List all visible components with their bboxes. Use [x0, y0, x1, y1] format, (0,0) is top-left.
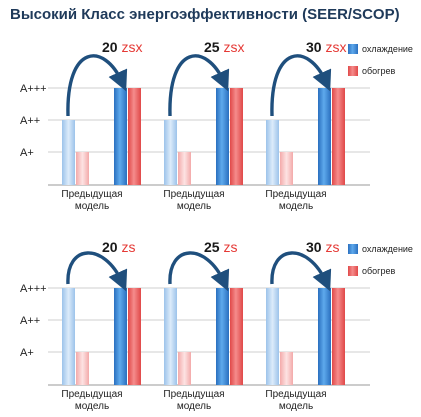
- bar-previous-cooling: [164, 120, 177, 185]
- previous-model-label: модель: [75, 401, 109, 412]
- legend-heating-swatch: [348, 266, 358, 276]
- series-number: 20: [102, 39, 121, 55]
- bar-previous-cooling: [266, 288, 279, 385]
- bar-new-heating: [128, 288, 141, 385]
- series-title: 20 zsx: [102, 39, 142, 55]
- previous-model-label: модель: [279, 201, 313, 212]
- level-label: A++: [20, 115, 40, 127]
- bar-new-heating: [128, 88, 141, 185]
- bar-new-heating: [332, 88, 345, 185]
- bar-previous-heating: [178, 152, 191, 185]
- previous-model-label: Предыдущая: [163, 189, 224, 200]
- bar-new-cooling: [318, 88, 331, 185]
- upgrade-arrow: [270, 251, 332, 292]
- previous-model-label: Предыдущая: [61, 189, 122, 200]
- bar-new-cooling: [114, 288, 127, 385]
- bar-previous-cooling: [62, 288, 75, 385]
- bar-previous-heating: [178, 352, 191, 385]
- series-suffix: zs: [223, 239, 237, 255]
- upgrade-arrow: [66, 54, 128, 117]
- bar-new-cooling: [216, 288, 229, 385]
- bar-previous-cooling: [62, 120, 75, 185]
- series-suffix: zsx: [223, 39, 244, 55]
- series-title: 25 zsx: [204, 39, 244, 55]
- series-number: 30: [306, 239, 325, 255]
- series-number: 25: [204, 239, 223, 255]
- previous-model-label: Предыдущая: [61, 389, 122, 400]
- previous-model-label: модель: [279, 401, 313, 412]
- bar-previous-cooling: [266, 120, 279, 185]
- level-label: A+: [20, 347, 34, 359]
- bar-previous-heating: [280, 352, 293, 385]
- bar-previous-cooling: [164, 288, 177, 385]
- series-number: 30: [306, 39, 325, 55]
- series-number: 20: [102, 239, 121, 255]
- bar-new-heating: [332, 288, 345, 385]
- bar-new-heating: [230, 288, 243, 385]
- level-label: A++: [20, 315, 40, 327]
- bar-new-cooling: [216, 88, 229, 185]
- upgrade-arrow: [270, 54, 332, 117]
- series-suffix: zs: [325, 239, 339, 255]
- page-title: Высокий Класс энергоэффективности (SEER/…: [10, 6, 400, 23]
- legend-heating-label: обогрев: [362, 66, 395, 76]
- bar-previous-heating: [76, 352, 89, 385]
- upgrade-arrow: [168, 54, 230, 117]
- legend-heating-label: обогрев: [362, 266, 395, 276]
- bar-previous-heating: [280, 152, 293, 185]
- series-number: 25: [204, 39, 223, 55]
- series-title: 20 zs: [102, 239, 135, 255]
- legend-cooling-label: охлаждение: [362, 44, 413, 54]
- legend-cooling-swatch: [348, 44, 358, 54]
- upgrade-arrow: [168, 251, 230, 292]
- series-suffix: zs: [121, 239, 135, 255]
- previous-model-label: модель: [75, 201, 109, 212]
- legend-heating-swatch: [348, 66, 358, 76]
- upgrade-arrow: [66, 251, 128, 292]
- series-suffix: zsx: [325, 39, 346, 55]
- series-title: 25 zs: [204, 239, 237, 255]
- series-suffix: zsx: [121, 39, 142, 55]
- series-title: 30 zsx: [306, 39, 346, 55]
- previous-model-label: модель: [177, 201, 211, 212]
- level-label: A+++: [20, 283, 47, 295]
- previous-model-label: Предыдущая: [163, 389, 224, 400]
- level-label: A+: [20, 147, 34, 159]
- bar-previous-heating: [76, 152, 89, 185]
- previous-model-label: Предыдущая: [265, 189, 326, 200]
- bar-new-cooling: [114, 88, 127, 185]
- previous-model-label: модель: [177, 401, 211, 412]
- series-title: 30 zs: [306, 239, 339, 255]
- legend-cooling-swatch: [348, 244, 358, 254]
- legend-cooling-label: охлаждение: [362, 244, 413, 254]
- level-label: A+++: [20, 83, 47, 95]
- previous-model-label: Предыдущая: [265, 389, 326, 400]
- bar-new-cooling: [318, 288, 331, 385]
- bar-new-heating: [230, 88, 243, 185]
